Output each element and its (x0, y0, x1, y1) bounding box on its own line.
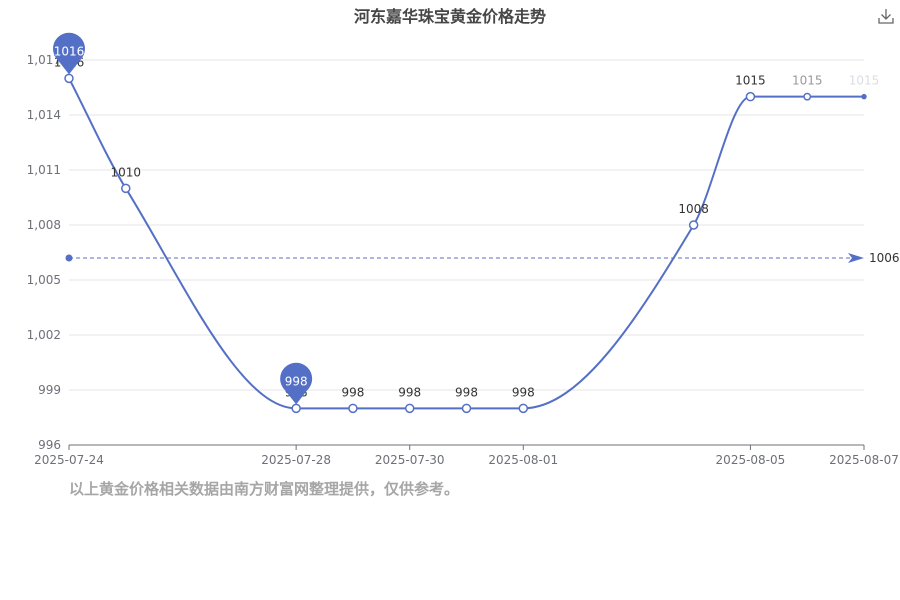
data-label: 1015 (849, 74, 880, 88)
y-tick-label: 1,014 (27, 108, 61, 122)
data-point (64, 73, 74, 84)
data-label: 998 (341, 385, 364, 399)
download-icon[interactable] (876, 6, 896, 26)
average-line-label: 1006 (869, 251, 900, 265)
data-label: 998 (398, 385, 421, 399)
data-label: 1015 (735, 74, 766, 88)
x-tick-label: 2025-08-01 (488, 453, 558, 467)
data-label: 998 (512, 385, 535, 399)
data-point (348, 403, 358, 414)
data-label: 998 (455, 385, 478, 399)
data-point (745, 91, 756, 102)
chart-title: 河东嘉华珠宝黄金价格走势 (353, 7, 546, 26)
data-point (461, 403, 472, 414)
x-tick-label: 2025-08-05 (716, 453, 786, 467)
data-label: 1008 (678, 202, 709, 216)
average-line-arrow (848, 253, 864, 263)
data-point (404, 403, 415, 414)
y-tick-label: 1,008 (27, 218, 61, 232)
x-tick-label: 2025-08-07 (829, 453, 899, 467)
data-point (803, 92, 812, 101)
data-point (518, 403, 529, 414)
x-tick-label: 2025-07-24 (34, 453, 104, 467)
series-line (68, 77, 864, 410)
y-tick-label: 1,011 (27, 163, 61, 177)
data-point (121, 183, 131, 194)
x-tick-label: 2025-07-28 (261, 453, 331, 467)
y-tick-label: 999 (38, 383, 61, 397)
data-label: 1015 (792, 74, 823, 88)
y-tick-label: 1,005 (27, 273, 61, 287)
data-point (291, 403, 301, 414)
footnote: 以上黄金价格相关数据由南方财富网整理提供，仅供参考。 (69, 480, 460, 498)
max-marker-pin (53, 32, 86, 75)
min-marker-label: 998 (285, 374, 308, 388)
max-marker-label: 1016 (54, 44, 85, 58)
data-point (688, 220, 699, 230)
y-tick-label: 996 (38, 438, 61, 452)
x-tick-label: 2025-07-30 (375, 453, 445, 467)
y-tick-label: 1,017 (27, 53, 61, 67)
y-tick-label: 1,002 (27, 328, 61, 342)
data-label: 1010 (111, 165, 142, 179)
min-marker-pin (280, 362, 313, 405)
data-point (861, 93, 867, 100)
